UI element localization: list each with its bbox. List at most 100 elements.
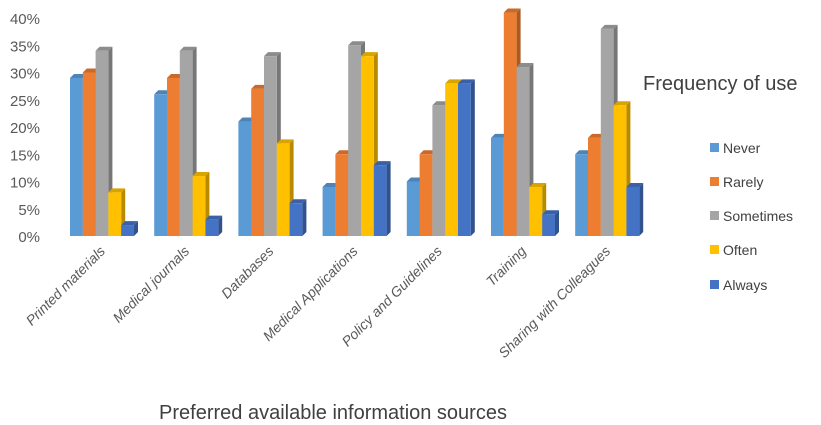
- bar-top: [289, 199, 307, 204]
- bar-front: [575, 154, 588, 236]
- bar-top: [238, 117, 256, 122]
- bar-always: [205, 215, 223, 236]
- legend-title: Frequency of use: [643, 73, 798, 95]
- bar-front: [335, 154, 349, 236]
- x-axis: Printed materials Medical journals Databas…: [23, 243, 614, 361]
- bar-side: [302, 199, 307, 236]
- legend-swatch: [710, 211, 719, 220]
- bar-top: [406, 177, 424, 182]
- bar-front: [238, 121, 252, 236]
- bar-front: [167, 77, 180, 236]
- bar-top: [491, 133, 508, 138]
- bar-front: [542, 214, 555, 236]
- bar-always: [542, 210, 559, 236]
- bar-top: [529, 182, 547, 187]
- bar-top: [276, 139, 294, 144]
- bar-front: [82, 72, 96, 236]
- bar-side: [470, 79, 475, 237]
- bar-front: [108, 192, 122, 236]
- bar-top: [361, 52, 378, 57]
- bar-top: [373, 161, 391, 166]
- legend-swatch: [710, 280, 719, 289]
- y-tick-label: 40%: [10, 11, 40, 28]
- bar-front: [419, 154, 433, 236]
- bar-top: [95, 46, 113, 51]
- bar-top: [167, 73, 184, 78]
- x-tick-label: Medical journals: [109, 243, 192, 326]
- bar-front: [445, 83, 458, 237]
- bar-top: [575, 150, 592, 155]
- bar-front: [406, 181, 420, 236]
- bar-top: [251, 84, 268, 89]
- bar-front: [95, 50, 109, 237]
- bar-always: [289, 199, 307, 236]
- bar-top: [192, 172, 210, 177]
- y-tick-label: 25%: [10, 93, 40, 110]
- legend-item: Sometimes: [710, 208, 793, 224]
- bar-front: [276, 143, 290, 236]
- bar-top: [322, 182, 340, 187]
- bar-front: [516, 67, 530, 236]
- bar-front: [458, 83, 471, 237]
- bar-top: [179, 46, 197, 51]
- bar-always: [458, 79, 475, 237]
- bar-side: [639, 182, 644, 236]
- y-tick-label: 35%: [10, 38, 40, 55]
- bar-always: [373, 161, 391, 236]
- bar-front: [322, 186, 336, 236]
- legend-label: Always: [723, 277, 767, 293]
- bar-side: [134, 221, 138, 236]
- bar-front: [432, 105, 446, 236]
- bar-top: [264, 52, 281, 57]
- legend-swatch: [710, 245, 719, 254]
- legend-item: Rarely: [710, 174, 763, 190]
- bar-top: [348, 41, 365, 46]
- bar-top: [613, 101, 631, 106]
- legend-item: Never: [710, 140, 761, 156]
- bar-front: [121, 225, 134, 236]
- bar-front: [613, 105, 627, 236]
- bar-front: [529, 186, 543, 236]
- x-tick-label: Printed materials: [23, 243, 109, 329]
- x-tick-label: Training: [483, 243, 529, 289]
- bar-side: [386, 161, 391, 236]
- legend-swatch: [710, 143, 719, 152]
- legend-label: Never: [723, 140, 761, 156]
- legend: Frequency of use Never Rarely Sometimes Oft…: [643, 73, 798, 293]
- bar-front: [192, 176, 206, 236]
- bar-top: [154, 90, 171, 95]
- x-tick-label: Databases: [218, 243, 277, 302]
- bar-top: [108, 188, 126, 193]
- x-axis-title: Preferred available information sources: [159, 402, 507, 424]
- bar-front: [626, 186, 640, 236]
- bar-top: [458, 79, 475, 84]
- legend-item: Often: [710, 242, 757, 258]
- bar-top: [600, 24, 618, 29]
- y-tick-label: 0%: [18, 229, 40, 246]
- y-axis: 0% 5% 10% 15% 20% 25% 30% 35% 40%: [10, 11, 40, 246]
- bar-front: [588, 137, 601, 236]
- legend-label: Rarely: [723, 174, 763, 190]
- bar-front: [491, 137, 504, 236]
- bar-top: [516, 63, 534, 68]
- legend-swatch: [710, 177, 719, 186]
- bar-front: [600, 28, 614, 237]
- bar-top: [335, 150, 353, 155]
- bar-top: [205, 215, 223, 220]
- bar-top: [626, 182, 644, 187]
- bar-front: [264, 56, 277, 237]
- bar-always: [626, 182, 644, 236]
- bar-front: [373, 165, 387, 236]
- bar-top: [542, 210, 559, 215]
- legend-label: Often: [723, 242, 757, 258]
- y-tick-label: 5%: [18, 202, 40, 219]
- bar-front: [289, 203, 303, 236]
- bar-side: [555, 210, 559, 236]
- y-tick-label: 10%: [10, 175, 40, 192]
- bar-always: [121, 221, 138, 236]
- y-tick-label: 15%: [10, 147, 40, 164]
- bar-front: [251, 88, 264, 236]
- y-tick-label: 30%: [10, 66, 40, 83]
- bar-front: [361, 56, 374, 237]
